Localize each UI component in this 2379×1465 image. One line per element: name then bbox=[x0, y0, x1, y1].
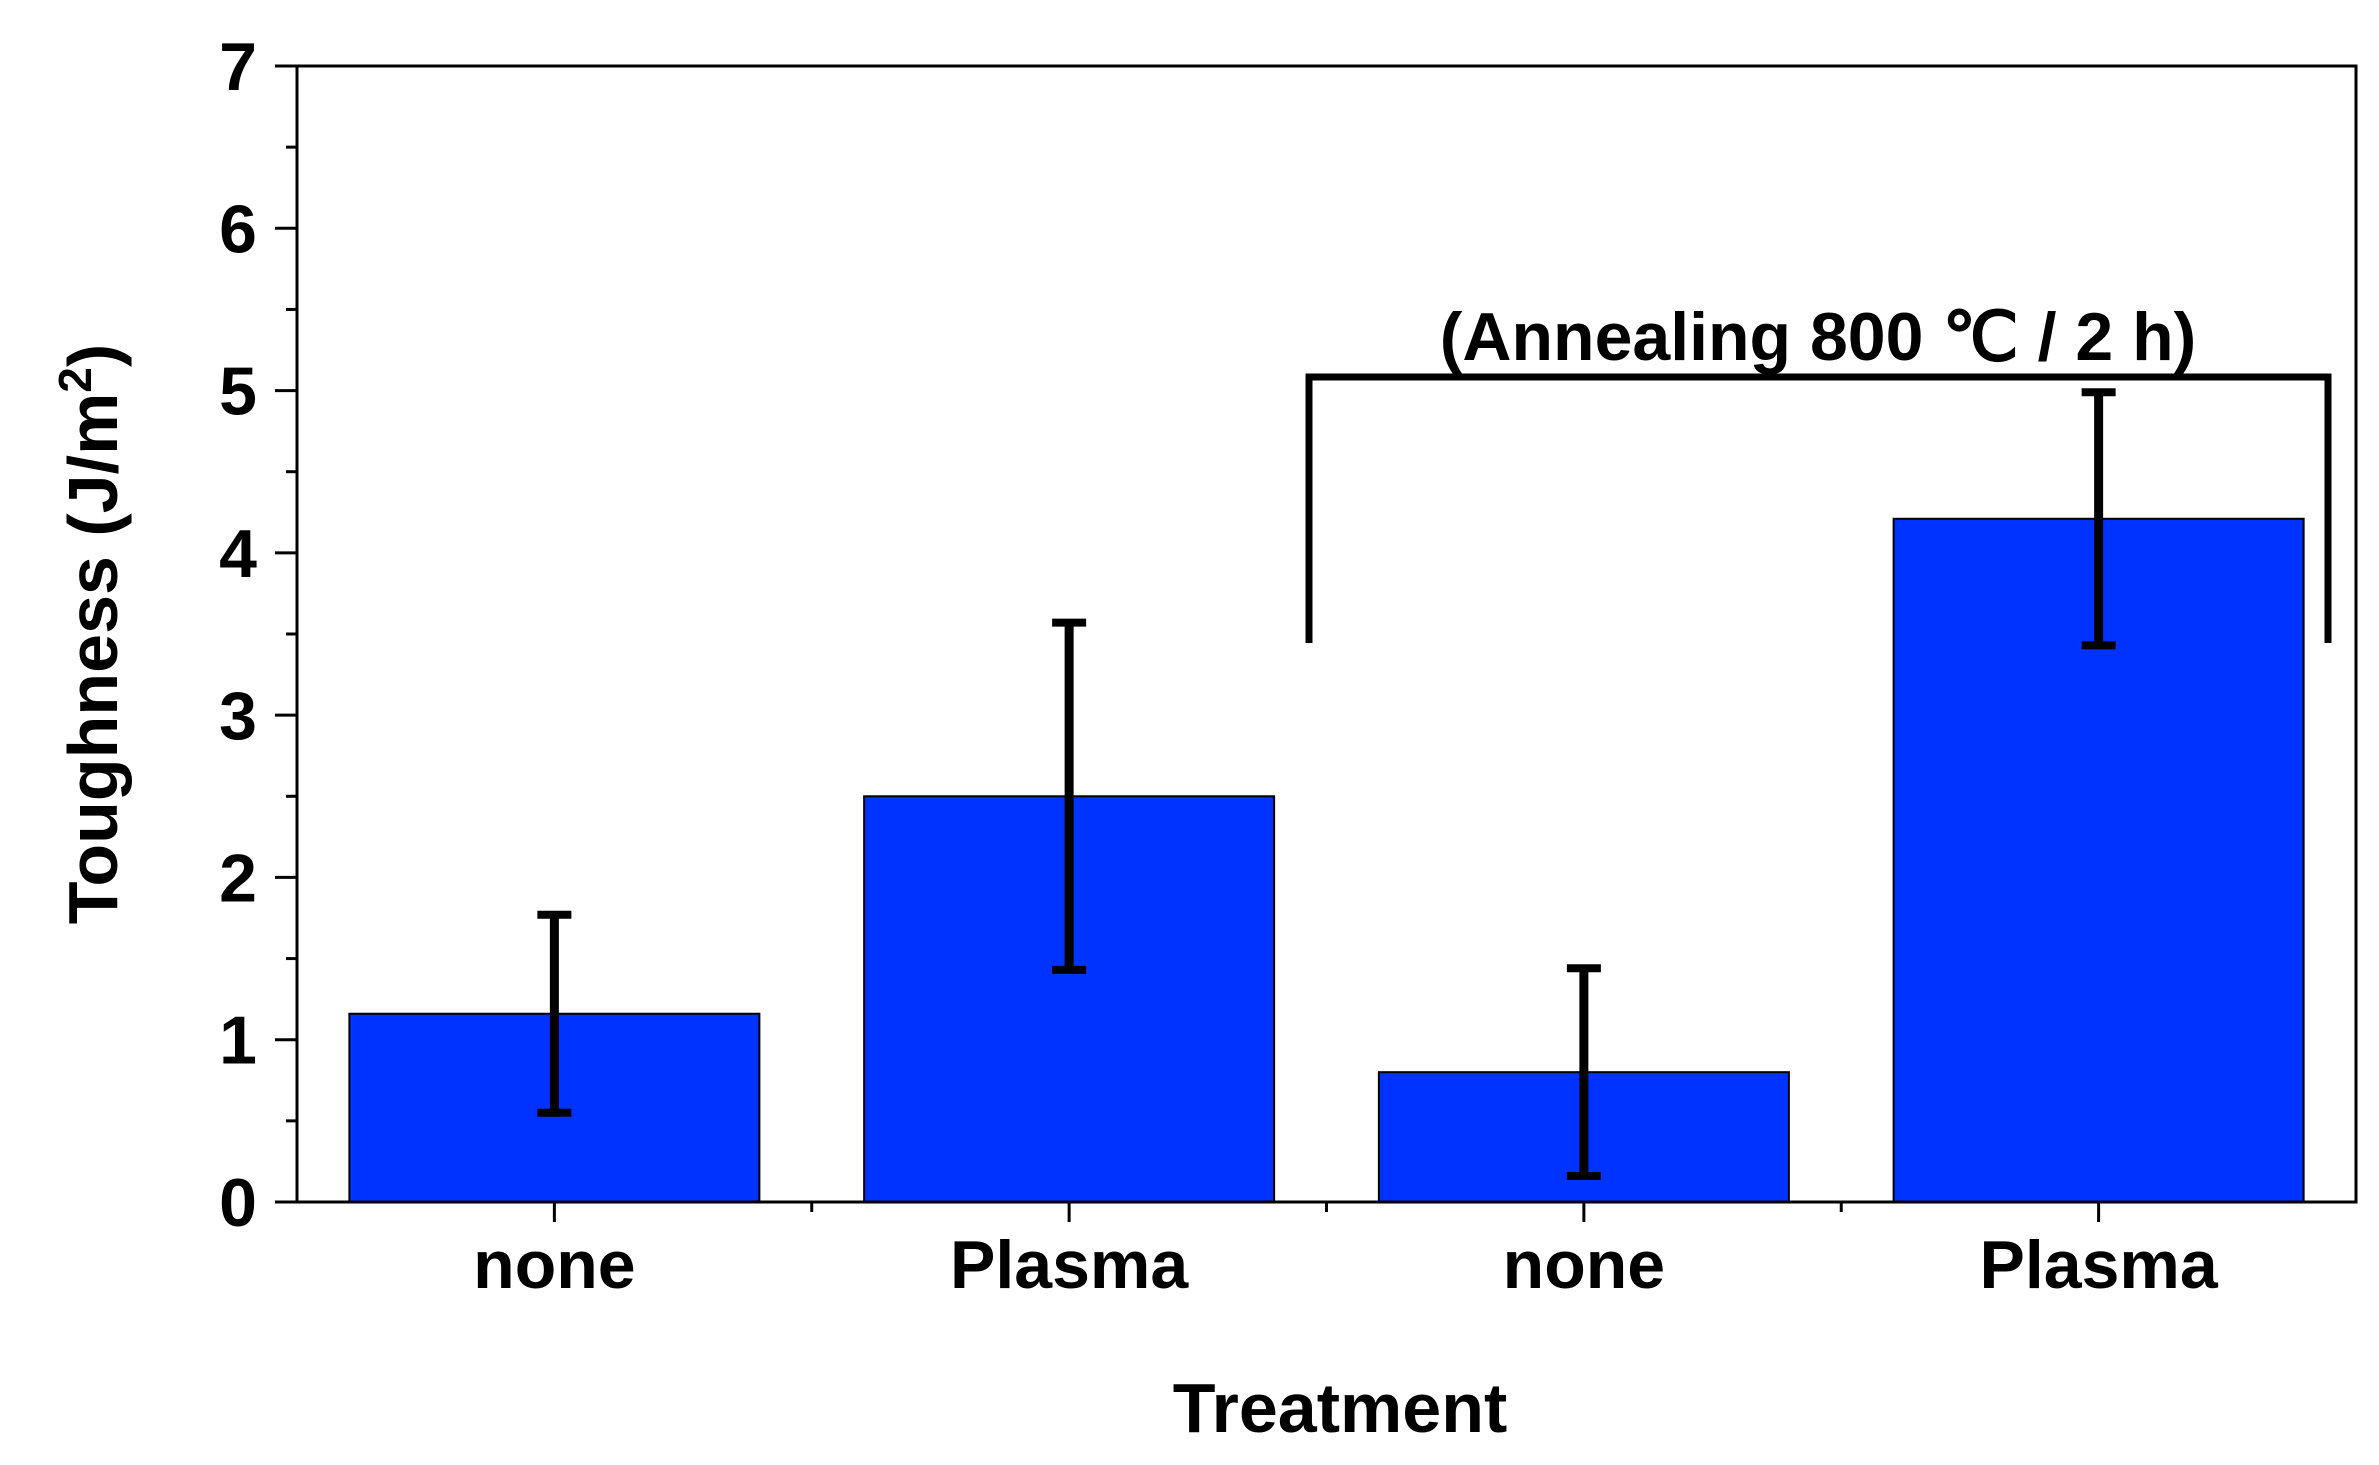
x-tick-label: none bbox=[473, 1227, 635, 1303]
y-axis-title-superscript: 2 bbox=[49, 367, 101, 393]
error-bars-layer bbox=[537, 388, 2116, 1181]
y-axis-title-main: Toughness (J/m bbox=[54, 393, 132, 925]
y-axis-title-close: ) bbox=[54, 344, 132, 367]
y-tick-label: 5 bbox=[219, 354, 257, 430]
y-axis-title: Toughness (J/m2) bbox=[49, 344, 132, 924]
y-tick-label: 1 bbox=[219, 1003, 257, 1079]
x-axis-title: Treatment bbox=[1173, 1369, 1508, 1447]
annotation-label: (Annealing 800 ℃ / 2 h) bbox=[1440, 299, 2197, 375]
x-tick-label: none bbox=[1503, 1227, 1665, 1303]
x-tick-label: Plasma bbox=[1980, 1227, 2219, 1303]
bars-layer bbox=[348, 517, 2305, 1204]
y-tick-label: 6 bbox=[219, 191, 257, 267]
x-axis-ticks: none Plasma none Plasma bbox=[473, 1202, 2219, 1303]
annotation-group: (Annealing 800 ℃ / 2 h) bbox=[1305, 299, 2332, 643]
y-tick-label: 0 bbox=[219, 1165, 257, 1241]
annotation-bracket bbox=[1305, 373, 2332, 643]
y-tick-label: 4 bbox=[219, 516, 257, 592]
y-tick-label: 7 bbox=[219, 29, 257, 105]
y-tick-label: 2 bbox=[219, 840, 257, 916]
y-axis-ticks: 0 1 2 3 4 5 6 7 bbox=[219, 29, 297, 1241]
plot-frame bbox=[295, 64, 2358, 1204]
x-tick-label: Plasma bbox=[950, 1227, 1189, 1303]
y-tick-label: 3 bbox=[219, 678, 257, 754]
